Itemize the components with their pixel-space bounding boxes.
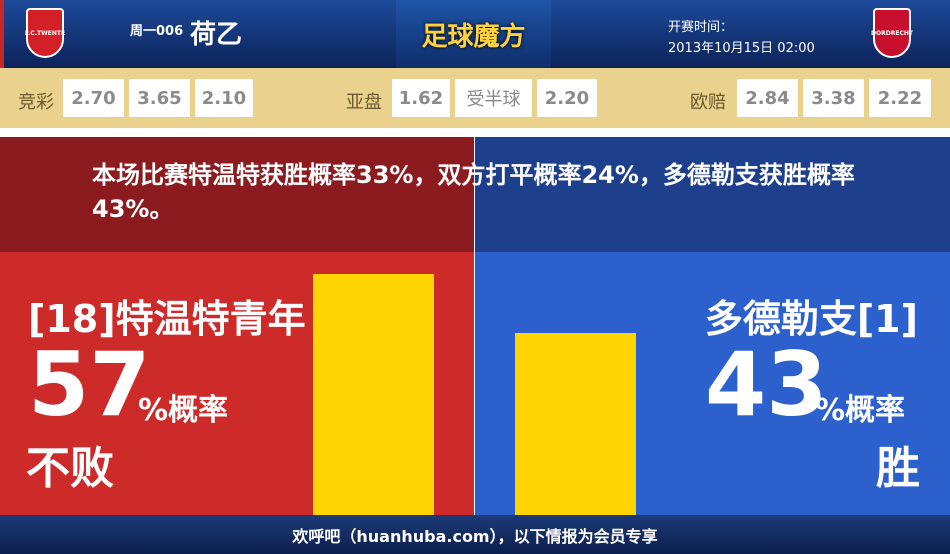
jingcai-odd: 3.65	[129, 79, 190, 117]
home-probability-bar	[313, 274, 434, 515]
ouzhou-label: 欧赔	[690, 92, 726, 113]
footer-banner: 欢呼吧（huanhuba.com），以下情报为会员专享	[0, 515, 950, 554]
home-team-name: [18]特温特青年	[28, 297, 306, 341]
prediction-summary: 本场比赛特温特获胜概率33%，双方打平概率24%，多德勒支获胜概率43%。	[92, 161, 855, 223]
yapan-handicap: 受半球	[455, 79, 532, 117]
ouzhou-odd: 3.38	[803, 79, 864, 117]
away-team-name: 多德勒支[1]	[704, 297, 918, 341]
yapan-odd: 1.62	[392, 79, 450, 117]
ouzhou-odd: 2.84	[737, 79, 798, 117]
yapan-odd: 2.20	[537, 79, 597, 117]
jingcai-odd: 2.10	[195, 79, 253, 117]
summary-bg-home	[0, 137, 474, 252]
kickoff-label: 开赛时间：	[668, 20, 734, 35]
jingcai-odd: 2.70	[63, 79, 124, 117]
away-outcome: 胜	[876, 443, 920, 494]
kickoff-time: 2013年10月15日 02:00	[668, 41, 815, 56]
away-probability-bar	[515, 333, 636, 515]
home-percent-unit: %概率	[138, 393, 229, 428]
yapan-label: 亚盘	[346, 92, 382, 113]
jingcai-label: 竞彩	[18, 92, 54, 113]
ouzhou-odd: 2.22	[869, 79, 931, 117]
league-name: 荷乙	[190, 20, 243, 50]
away-percent-unit: %概率	[815, 393, 906, 428]
summary-bg-away	[475, 137, 950, 252]
home-team-logo: F.C.TWENTE	[25, 8, 65, 58]
brand-logo: 足球魔方	[396, 0, 551, 68]
away-team-logo: DORDRECHT	[871, 8, 913, 58]
away-percent: 43	[705, 333, 828, 436]
match-number: 周一006	[130, 24, 184, 39]
home-percent: 57	[28, 333, 151, 436]
home-outcome: 不败	[26, 443, 114, 494]
